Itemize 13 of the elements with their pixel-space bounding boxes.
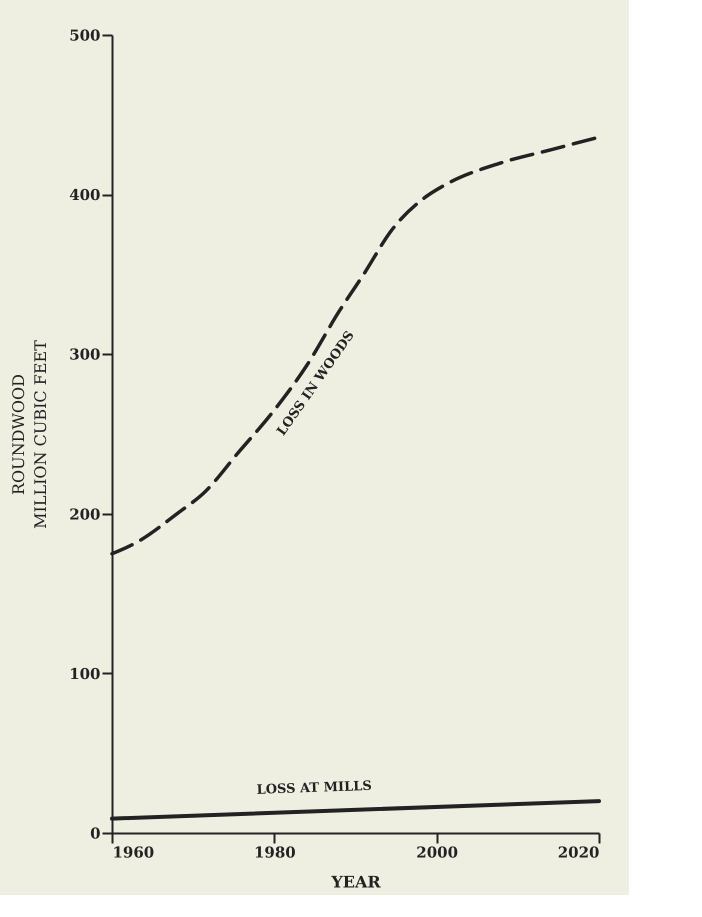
x-tick-label: 1960 <box>112 844 154 862</box>
y-tick-label: 400 <box>69 186 100 204</box>
y-tick-label: 300 <box>69 346 100 364</box>
series-label: LOSS AT MILLS <box>256 778 372 798</box>
x-tick-label: 2020 <box>558 844 600 862</box>
x-tick-label: 2000 <box>416 844 458 862</box>
y-tick-label: 500 <box>69 26 100 44</box>
x-tick-label: 1980 <box>254 844 296 862</box>
y-tick-label: 200 <box>69 505 100 524</box>
y-tick-label: 0 <box>90 824 100 842</box>
y-tick-label: 100 <box>69 664 100 683</box>
y-axis-title: ROUNDWOOD MILLION CUBIC FEET <box>9 340 50 529</box>
x-axis-title: YEAR <box>330 872 382 892</box>
